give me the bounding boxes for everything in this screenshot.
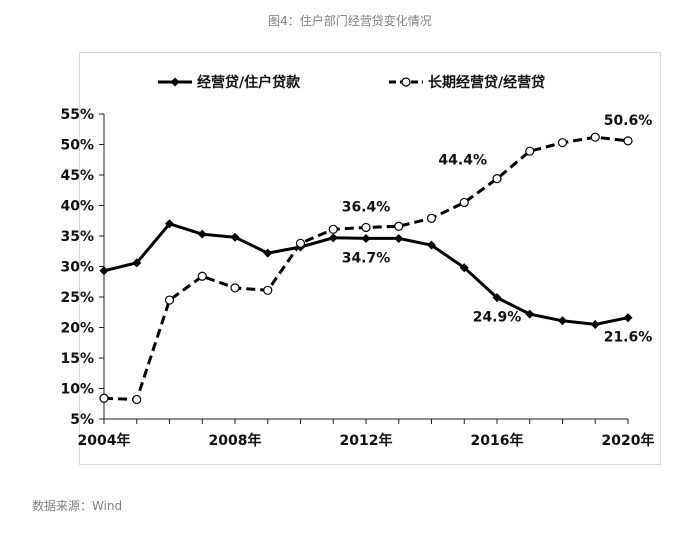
data-point-circle — [623, 136, 633, 146]
source-note: 数据来源：Wind — [32, 499, 123, 513]
data-label: 50.6% — [604, 113, 653, 129]
y-tick-label: 35% — [60, 229, 94, 245]
x-tick-label: 2008年 — [209, 432, 262, 449]
x-tick-label: 2020年 — [602, 432, 655, 449]
data-point-circle — [426, 213, 437, 223]
data-point-circle — [263, 285, 273, 295]
data-point-diamond — [361, 233, 371, 243]
data-point-diamond — [132, 258, 142, 268]
data-label: 34.7% — [342, 250, 391, 266]
y-tick-label: 20% — [60, 321, 94, 337]
legend-label: 长期经营贷/经营贷 — [428, 74, 545, 91]
data-point-diamond — [263, 248, 273, 258]
series-line-1 — [103, 135, 629, 401]
legend-swatch-diamond — [170, 77, 180, 87]
y-tick-label: 30% — [60, 260, 94, 276]
data-point-circle — [394, 221, 404, 231]
data-point-diamond — [394, 233, 404, 243]
y-tick-label: 45% — [60, 168, 94, 184]
data-point-circle — [361, 222, 371, 233]
data-point-circle — [525, 146, 535, 156]
data-point-diamond — [623, 313, 633, 323]
data-point-diamond — [328, 233, 338, 243]
data-label: 44.4% — [438, 153, 487, 169]
data-point-diamond — [590, 319, 600, 329]
y-tick-label: 40% — [60, 199, 94, 215]
data-point-circle — [328, 224, 338, 234]
legend-swatch-circle — [401, 77, 411, 87]
data-label: 36.4% — [342, 199, 391, 215]
y-tick-label: 15% — [60, 351, 94, 367]
legend-label: 经营贷/住户贷款 — [197, 74, 301, 91]
data-point-circle — [590, 132, 600, 142]
data-point-diamond — [459, 263, 469, 273]
y-tick-label: 50% — [60, 138, 94, 154]
data-point-circle — [197, 271, 207, 281]
data-point-diamond — [427, 240, 436, 250]
y-tick-label: 55% — [60, 107, 94, 123]
data-point-diamond — [230, 232, 240, 242]
y-tick-label: 5% — [70, 412, 94, 428]
data-point-diamond — [165, 219, 174, 229]
x-tick-label: 2012年 — [340, 432, 393, 449]
data-point-diamond — [197, 229, 207, 239]
data-label: 21.6% — [604, 330, 653, 346]
chart-frame — [79, 52, 661, 465]
data-point-diamond — [492, 293, 502, 303]
data-point-circle — [99, 393, 109, 403]
data-point-diamond — [99, 266, 109, 276]
y-tick-label: 10% — [60, 382, 94, 398]
data-point-circle — [295, 238, 306, 248]
x-tick-label: 2016年 — [471, 432, 524, 449]
x-tick-label: 2004年 — [78, 432, 131, 449]
data-point-diamond — [558, 316, 567, 326]
data-point-circle — [230, 283, 240, 293]
data-point-diamond — [525, 309, 535, 319]
data-label: 24.9% — [473, 310, 522, 326]
data-point-circle — [164, 295, 175, 305]
data-point-circle — [459, 197, 469, 208]
figure-title: 图4：住户部门经营贷变化情况 — [268, 14, 432, 28]
data-point-circle — [492, 174, 502, 184]
data-point-circle — [132, 394, 142, 405]
data-point-circle — [557, 138, 568, 148]
y-tick-label: 25% — [60, 290, 94, 306]
